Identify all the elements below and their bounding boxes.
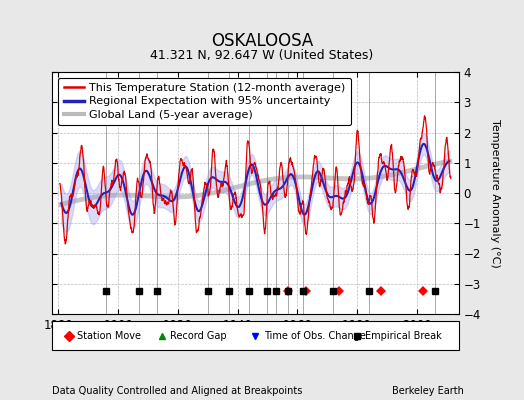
Text: Berkeley Earth: Berkeley Earth [392, 386, 464, 396]
Y-axis label: Temperature Anomaly (°C): Temperature Anomaly (°C) [490, 119, 500, 267]
Text: 41.321 N, 92.647 W (United States): 41.321 N, 92.647 W (United States) [150, 49, 374, 62]
Text: Empirical Break: Empirical Break [365, 330, 442, 340]
Legend: This Temperature Station (12-month average), Regional Expectation with 95% uncer: This Temperature Station (12-month avera… [58, 78, 351, 125]
Text: Data Quality Controlled and Aligned at Breakpoints: Data Quality Controlled and Aligned at B… [52, 386, 303, 396]
Text: Station Move: Station Move [77, 330, 141, 340]
Text: OSKALOOSA: OSKALOOSA [211, 32, 313, 50]
Text: Time of Obs. Change: Time of Obs. Change [264, 330, 365, 340]
Text: Record Gap: Record Gap [170, 330, 227, 340]
